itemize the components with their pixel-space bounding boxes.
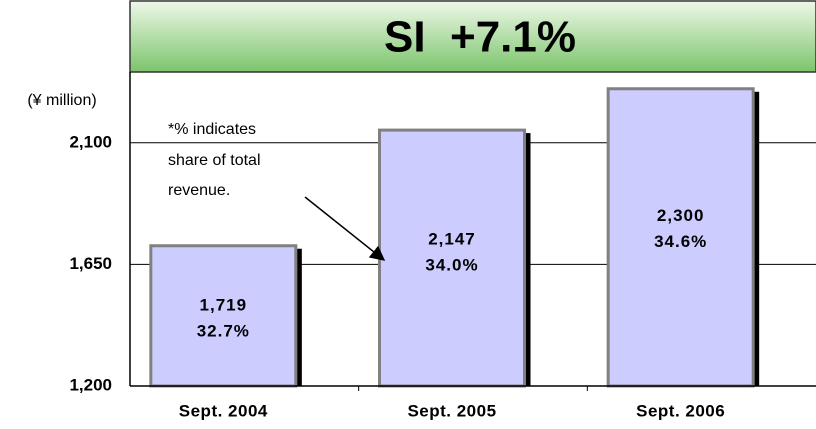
share-label: 34.6% xyxy=(654,232,707,251)
annotation: *% indicates xyxy=(168,121,256,138)
plot: 1,200 1,650 2,100 Sept. 2004 1,719 32.7% Sept.… xyxy=(69,87,816,420)
annotation-arrow xyxy=(304,196,386,261)
bar xyxy=(606,87,755,388)
y-tick-label: 1,200 xyxy=(69,375,112,394)
y-axis-label: (¥ million) xyxy=(27,92,96,109)
x-tick-label: Sept. 2004 xyxy=(179,401,268,420)
x-tick-label: Sept. 2005 xyxy=(407,401,496,420)
value-label: 1,719 xyxy=(200,296,248,315)
chart-title: SI +7.1% xyxy=(384,13,576,62)
share-label: 34.0% xyxy=(425,256,478,275)
y-tick-label: 1,650 xyxy=(69,254,112,273)
share-label: 32.7% xyxy=(197,322,250,341)
y-tick-label: 2,100 xyxy=(69,132,112,151)
value-label: 2,300 xyxy=(657,206,705,225)
title-box xyxy=(129,0,816,73)
value-label: 2,147 xyxy=(428,230,476,249)
x-tick-label: Sept. 2006 xyxy=(636,401,725,420)
annotation: revenue. xyxy=(168,182,230,199)
annotation: share of total xyxy=(168,152,261,169)
bar xyxy=(149,244,298,388)
